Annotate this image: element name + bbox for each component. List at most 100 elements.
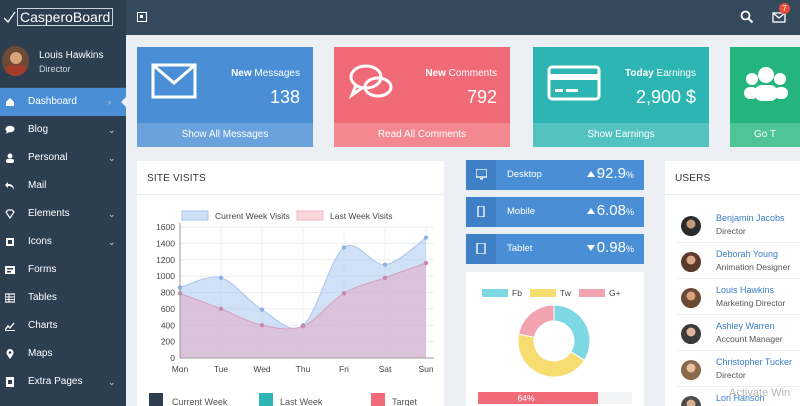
site-visits-panel: SITE VISITS Current Week Visits Last Wee… xyxy=(137,161,444,406)
user-list-name[interactable]: Ashley Warren xyxy=(716,321,775,331)
user-list-name[interactable]: Deborah Young xyxy=(716,249,779,259)
user-list-item[interactable]: Lori Hanson xyxy=(665,387,800,406)
sidebar-item-label: Blog xyxy=(28,124,49,135)
sidebar-item-elements[interactable]: Elements ⌄ xyxy=(0,200,126,228)
tile-value: 792 xyxy=(466,87,497,107)
y-tick-label: 0 xyxy=(170,353,175,363)
user-list-item[interactable]: Benjamin Jacobs Director xyxy=(665,207,800,243)
avatar[interactable] xyxy=(681,324,701,344)
tile-value: 2,900 $ xyxy=(635,87,696,107)
user-list-role: Marketing Director xyxy=(716,298,786,308)
data-point[interactable] xyxy=(218,275,224,280)
tile-label-text: Messages xyxy=(251,68,300,79)
home-icon xyxy=(6,98,14,106)
avatar[interactable] xyxy=(681,288,701,308)
sidebar-item-blog[interactable]: Blog ⌄ xyxy=(0,116,126,144)
data-point[interactable] xyxy=(382,275,388,280)
x-tick-label: Tue xyxy=(214,364,229,374)
table-icon xyxy=(5,293,15,303)
donut-slice[interactable] xyxy=(517,333,586,378)
avatar[interactable] xyxy=(681,360,701,380)
device-unit: % xyxy=(625,207,634,217)
tile-link[interactable]: Go T xyxy=(730,123,800,147)
footer-target: Target xyxy=(392,397,418,406)
user-list-name[interactable]: Benjamin Jacobs xyxy=(716,213,785,223)
sidebar-item-label: Mail xyxy=(28,180,47,191)
chevron-icon: ⌄ xyxy=(108,377,116,387)
icons-icon xyxy=(6,238,14,246)
activation-watermark: Activate Win xyxy=(729,387,791,399)
data-point[interactable] xyxy=(218,306,224,312)
data-point[interactable] xyxy=(341,291,347,296)
tile-label-text: Comments xyxy=(445,68,497,79)
data-point[interactable] xyxy=(259,307,265,312)
tile-label-bold: New xyxy=(425,68,446,79)
sidebar-item-label: Charts xyxy=(28,320,58,331)
tile-link[interactable]: Show Earnings xyxy=(533,123,709,147)
divider xyxy=(675,350,800,351)
user-list-item[interactable]: Ashley Warren Account Manager xyxy=(665,315,800,351)
user-list-item[interactable]: Christopher Tucker Director xyxy=(665,351,800,387)
data-point[interactable] xyxy=(382,262,388,267)
mail-icon[interactable] xyxy=(772,11,786,23)
device-icon-box xyxy=(466,160,496,190)
stat-tile: New Messages 138 Show All Messages xyxy=(137,47,313,147)
avatar[interactable] xyxy=(681,396,701,406)
x-tick-label: Wed xyxy=(253,364,271,374)
tile-body: New Messages 138 xyxy=(137,47,313,123)
sidebar-item-tables[interactable]: Tables xyxy=(0,284,126,312)
stat-tile: Today Earnings 2,900 $ Show Earnings xyxy=(533,47,709,147)
social-panel: Fb Tw G+ 64% xyxy=(466,272,644,406)
user-list-name[interactable]: Louis Hawkins xyxy=(716,285,775,295)
data-point[interactable] xyxy=(259,323,265,328)
user-list-name[interactable]: Christopher Tucker xyxy=(716,357,793,367)
tile-label: New Messages xyxy=(231,68,300,79)
divider xyxy=(675,278,800,279)
data-point[interactable] xyxy=(341,245,347,250)
sidebar-item-label: Maps xyxy=(28,348,53,359)
series-area xyxy=(180,263,426,358)
tile-link[interactable]: Read All Comments xyxy=(334,123,510,147)
sidebar-item-dashboard[interactable]: Dashboard › xyxy=(0,88,126,116)
legend-current-swatch xyxy=(181,210,209,221)
phone-icon xyxy=(477,206,485,217)
avatar[interactable] xyxy=(681,216,701,236)
avatar[interactable] xyxy=(2,46,29,76)
progress-label: 64% xyxy=(517,393,534,403)
user-list-item[interactable]: Deborah Young Animation Designer xyxy=(665,243,800,279)
sidebar-toggle-icon[interactable] xyxy=(137,12,147,22)
sidebar-item-label: Elements xyxy=(28,208,70,219)
chevron-icon: ⌄ xyxy=(108,237,116,247)
brand[interactable]: CasperoBoard xyxy=(0,0,126,35)
user-list-role: Director xyxy=(716,370,746,380)
donut-slice[interactable] xyxy=(518,304,555,338)
sidebar-item-maps[interactable]: Maps xyxy=(0,340,126,368)
user-list-name[interactable]: Lori Hanson xyxy=(716,393,765,403)
comments-icon xyxy=(348,64,393,100)
user-icon xyxy=(6,153,14,163)
search-icon[interactable] xyxy=(740,10,754,24)
data-point[interactable] xyxy=(300,323,306,329)
sidebar-item-forms[interactable]: Forms xyxy=(0,256,126,284)
divider xyxy=(137,194,444,195)
device-value: 6.08 xyxy=(596,202,626,219)
sidebar-item-charts[interactable]: Charts xyxy=(0,312,126,340)
user-list-item[interactable]: Louis Hawkins Marketing Director xyxy=(665,279,800,315)
target-swatch-icon xyxy=(371,393,385,406)
sidebar-item-icons[interactable]: Icons ⌄ xyxy=(0,228,126,256)
stat-tile: New Comments 792 Read All Comments xyxy=(334,47,510,147)
y-tick-label: 800 xyxy=(161,288,175,298)
user-list-role: Director xyxy=(716,226,746,236)
data-point[interactable] xyxy=(423,235,429,240)
tile-label-text: Earnings xyxy=(653,68,696,79)
tile-link[interactable]: Show All Messages xyxy=(137,123,313,147)
chevron-icon: ⌄ xyxy=(108,125,116,135)
sidebar-item-personal[interactable]: Personal ⌄ xyxy=(0,144,126,172)
y-tick-label: 200 xyxy=(161,337,175,347)
sidebar-item-mail[interactable]: Mail xyxy=(0,172,126,200)
data-point[interactable] xyxy=(423,260,429,266)
device-value-group: 0.98% xyxy=(586,239,634,256)
sidebar-item-extra-pages[interactable]: Extra Pages ⌄ xyxy=(0,368,126,396)
avatar[interactable] xyxy=(681,252,701,272)
user-panel: Louis Hawkins Director xyxy=(0,35,126,88)
